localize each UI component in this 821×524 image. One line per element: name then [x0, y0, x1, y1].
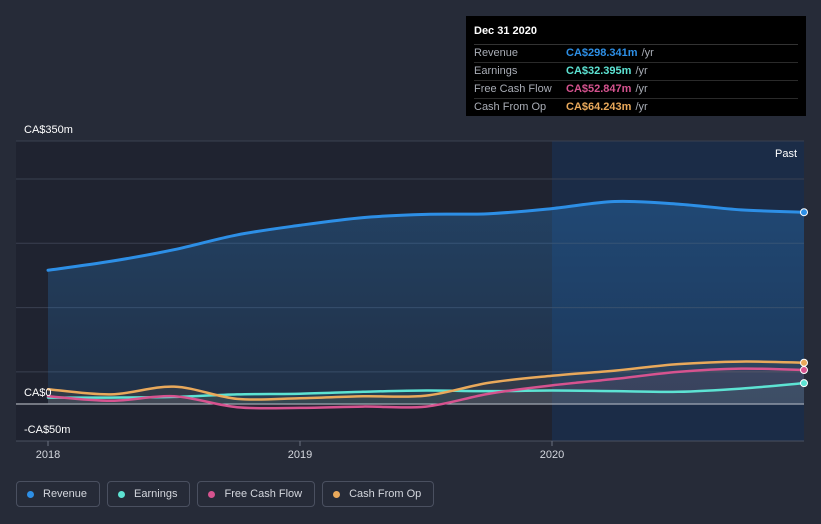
tooltip-unit: /yr — [635, 83, 648, 95]
free-cash-flow-line — [46, 367, 806, 410]
cash-from-op-line — [46, 360, 806, 401]
series-lines — [46, 199, 808, 410]
tooltip-row-revenue: Revenue CA$298.341m /yr — [474, 45, 798, 63]
tooltip-row-free-cash-flow: Free Cash Flow CA$52.847m /yr — [474, 81, 798, 99]
y-tick-label: CA$350m — [24, 124, 73, 136]
tooltip-label: Earnings — [474, 65, 518, 77]
legend-dot-icon — [333, 490, 341, 498]
tooltip-label: Revenue — [474, 47, 519, 59]
y-tick-label: -CA$50m — [24, 424, 70, 436]
legend: Revenue Earnings Free Cash Flow Cash Fro… — [16, 481, 435, 507]
past-label: Past — [775, 148, 797, 160]
earnings-end-point — [800, 379, 808, 388]
legend-label: Free Cash Flow — [224, 488, 303, 500]
revenue-end-point — [800, 208, 808, 217]
tooltip-value: CA$64.243m — [566, 101, 632, 113]
tooltip: Dec 31 2020 Revenue CA$298.341m /yr Earn… — [466, 16, 806, 116]
cash-from-op-end-point — [800, 358, 808, 367]
legend-item-earnings[interactable]: Earnings — [107, 481, 191, 507]
legend-label: Revenue — [43, 488, 88, 500]
legend-item-cash-from-op[interactable]: Cash From Op — [322, 481, 435, 507]
legend-item-revenue[interactable]: Revenue — [16, 481, 101, 507]
tooltip-value: CA$32.395m — [566, 65, 632, 77]
tooltip-row-earnings: Earnings CA$32.395m /yr — [474, 63, 798, 81]
tooltip-label: Free Cash Flow — [474, 83, 552, 95]
tooltip-value: CA$298.341m — [566, 47, 638, 59]
tooltip-unit: /yr — [635, 65, 648, 77]
tooltip-label: Cash From Op — [474, 101, 547, 113]
revenue-area-fill — [48, 201, 804, 404]
tooltip-row-cash-from-op: Cash From Op CA$64.243m /yr — [474, 99, 798, 116]
y-tick-label: CA$0 — [24, 387, 52, 399]
tooltip-unit: /yr — [635, 101, 648, 113]
legend-dot-icon — [27, 490, 34, 498]
revenue-line — [46, 199, 806, 272]
tooltip-date: Dec 31 2020 — [474, 24, 798, 45]
free-cash-flow-area-fill — [48, 368, 804, 409]
cash-from-op-area-fill — [48, 361, 804, 404]
x-tick-label: 2018 — [36, 449, 60, 461]
legend-label: Cash From Op — [349, 488, 422, 500]
axes: CA$350m CA$0 -CA$50m 2018 2019 2020 — [24, 124, 564, 461]
tooltip-value: CA$52.847m — [566, 83, 632, 95]
tooltip-unit: /yr — [641, 47, 654, 59]
legend-label: Earnings — [134, 488, 178, 500]
legend-dot-icon — [208, 490, 216, 498]
free-cash-flow-end-point — [800, 366, 808, 375]
x-tick-label: 2020 — [540, 449, 564, 461]
revenue-area — [48, 201, 804, 409]
legend-dot-icon — [118, 490, 126, 498]
x-tick-label: 2019 — [288, 449, 312, 461]
legend-item-free-cash-flow[interactable]: Free Cash Flow — [197, 481, 316, 507]
